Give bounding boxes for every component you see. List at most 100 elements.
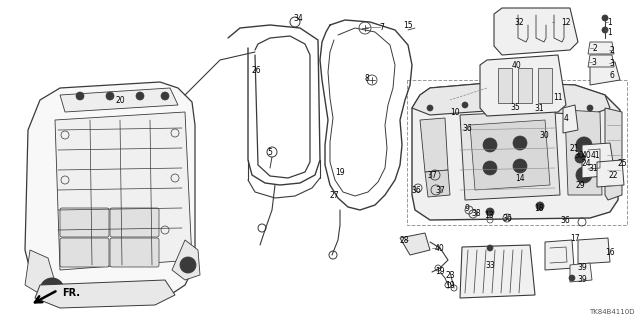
Polygon shape <box>35 280 175 308</box>
Text: 27: 27 <box>329 190 339 199</box>
Polygon shape <box>480 55 566 116</box>
Text: 30: 30 <box>574 150 584 159</box>
FancyBboxPatch shape <box>110 238 159 267</box>
Text: 6: 6 <box>609 70 614 79</box>
Polygon shape <box>588 42 614 54</box>
Polygon shape <box>470 120 550 190</box>
Bar <box>518 68 532 103</box>
Text: 38: 38 <box>471 209 481 218</box>
Text: 3: 3 <box>609 59 614 68</box>
Bar <box>538 68 552 103</box>
Polygon shape <box>25 82 195 300</box>
Text: 20: 20 <box>115 95 125 105</box>
Text: TK84B4110D: TK84B4110D <box>589 309 635 315</box>
Text: 40: 40 <box>581 150 591 159</box>
Text: 39: 39 <box>577 276 587 284</box>
Text: 39: 39 <box>577 263 587 273</box>
Text: 18: 18 <box>534 204 544 212</box>
Circle shape <box>427 105 433 111</box>
Polygon shape <box>412 82 620 220</box>
Polygon shape <box>494 8 578 55</box>
Text: 31: 31 <box>588 164 598 172</box>
Circle shape <box>136 92 144 100</box>
Polygon shape <box>460 110 560 200</box>
Circle shape <box>587 105 593 111</box>
Circle shape <box>602 27 608 33</box>
Text: 36: 36 <box>560 215 570 225</box>
Circle shape <box>602 15 608 21</box>
Polygon shape <box>582 143 615 178</box>
Text: 19: 19 <box>335 167 345 177</box>
Polygon shape <box>578 238 610 264</box>
Polygon shape <box>400 233 430 255</box>
Text: 13: 13 <box>484 211 494 220</box>
Polygon shape <box>55 112 192 270</box>
Circle shape <box>513 136 527 150</box>
Text: 37: 37 <box>435 186 445 195</box>
Text: 8: 8 <box>365 74 369 83</box>
Text: 25: 25 <box>617 158 627 167</box>
Circle shape <box>76 92 84 100</box>
Text: 28: 28 <box>399 236 409 244</box>
FancyBboxPatch shape <box>60 208 109 237</box>
Text: 17: 17 <box>570 234 580 243</box>
Circle shape <box>507 100 513 106</box>
Circle shape <box>180 257 196 273</box>
Text: 41: 41 <box>590 150 600 159</box>
Circle shape <box>569 275 575 281</box>
Circle shape <box>576 137 592 153</box>
Circle shape <box>552 103 558 109</box>
Polygon shape <box>60 88 178 112</box>
Text: 32: 32 <box>514 18 524 27</box>
Polygon shape <box>460 245 535 298</box>
Text: 31: 31 <box>534 103 544 113</box>
Circle shape <box>536 202 544 210</box>
Circle shape <box>513 159 527 173</box>
Text: 5: 5 <box>268 148 273 156</box>
Polygon shape <box>597 160 624 187</box>
Text: 16: 16 <box>605 247 615 257</box>
Polygon shape <box>563 105 578 133</box>
Bar <box>407 80 627 225</box>
Circle shape <box>106 92 114 100</box>
Circle shape <box>487 245 493 251</box>
Polygon shape <box>25 250 80 300</box>
Polygon shape <box>172 240 200 280</box>
Circle shape <box>486 208 494 216</box>
Text: 2: 2 <box>593 44 597 52</box>
Text: 23: 23 <box>445 270 455 279</box>
Text: 10: 10 <box>450 108 460 116</box>
Text: 36: 36 <box>502 213 512 222</box>
Polygon shape <box>565 110 602 195</box>
Text: 40: 40 <box>434 244 444 252</box>
Polygon shape <box>588 55 614 67</box>
Text: FR.: FR. <box>62 288 80 298</box>
Text: 36: 36 <box>462 124 472 132</box>
Circle shape <box>40 278 64 302</box>
Polygon shape <box>545 240 574 270</box>
FancyBboxPatch shape <box>60 238 109 267</box>
Text: 15: 15 <box>403 20 413 29</box>
Text: 26: 26 <box>251 66 261 75</box>
Polygon shape <box>570 263 592 282</box>
Bar <box>498 68 512 103</box>
Text: 37: 37 <box>427 171 437 180</box>
Text: 35: 35 <box>510 102 520 111</box>
Text: 34: 34 <box>293 13 303 22</box>
Text: 11: 11 <box>553 92 563 101</box>
Text: 7: 7 <box>380 22 385 31</box>
Text: 36: 36 <box>411 186 421 195</box>
Text: 29: 29 <box>575 180 585 189</box>
Circle shape <box>462 102 468 108</box>
Text: 19: 19 <box>435 268 445 276</box>
FancyBboxPatch shape <box>110 208 159 237</box>
Text: 3: 3 <box>591 58 596 67</box>
Circle shape <box>161 92 169 100</box>
Circle shape <box>483 161 497 175</box>
Text: 4: 4 <box>564 114 568 123</box>
Text: 22: 22 <box>608 171 618 180</box>
Text: 12: 12 <box>561 18 571 27</box>
Text: 33: 33 <box>485 260 495 269</box>
Text: 1: 1 <box>607 28 612 36</box>
Circle shape <box>576 167 592 183</box>
